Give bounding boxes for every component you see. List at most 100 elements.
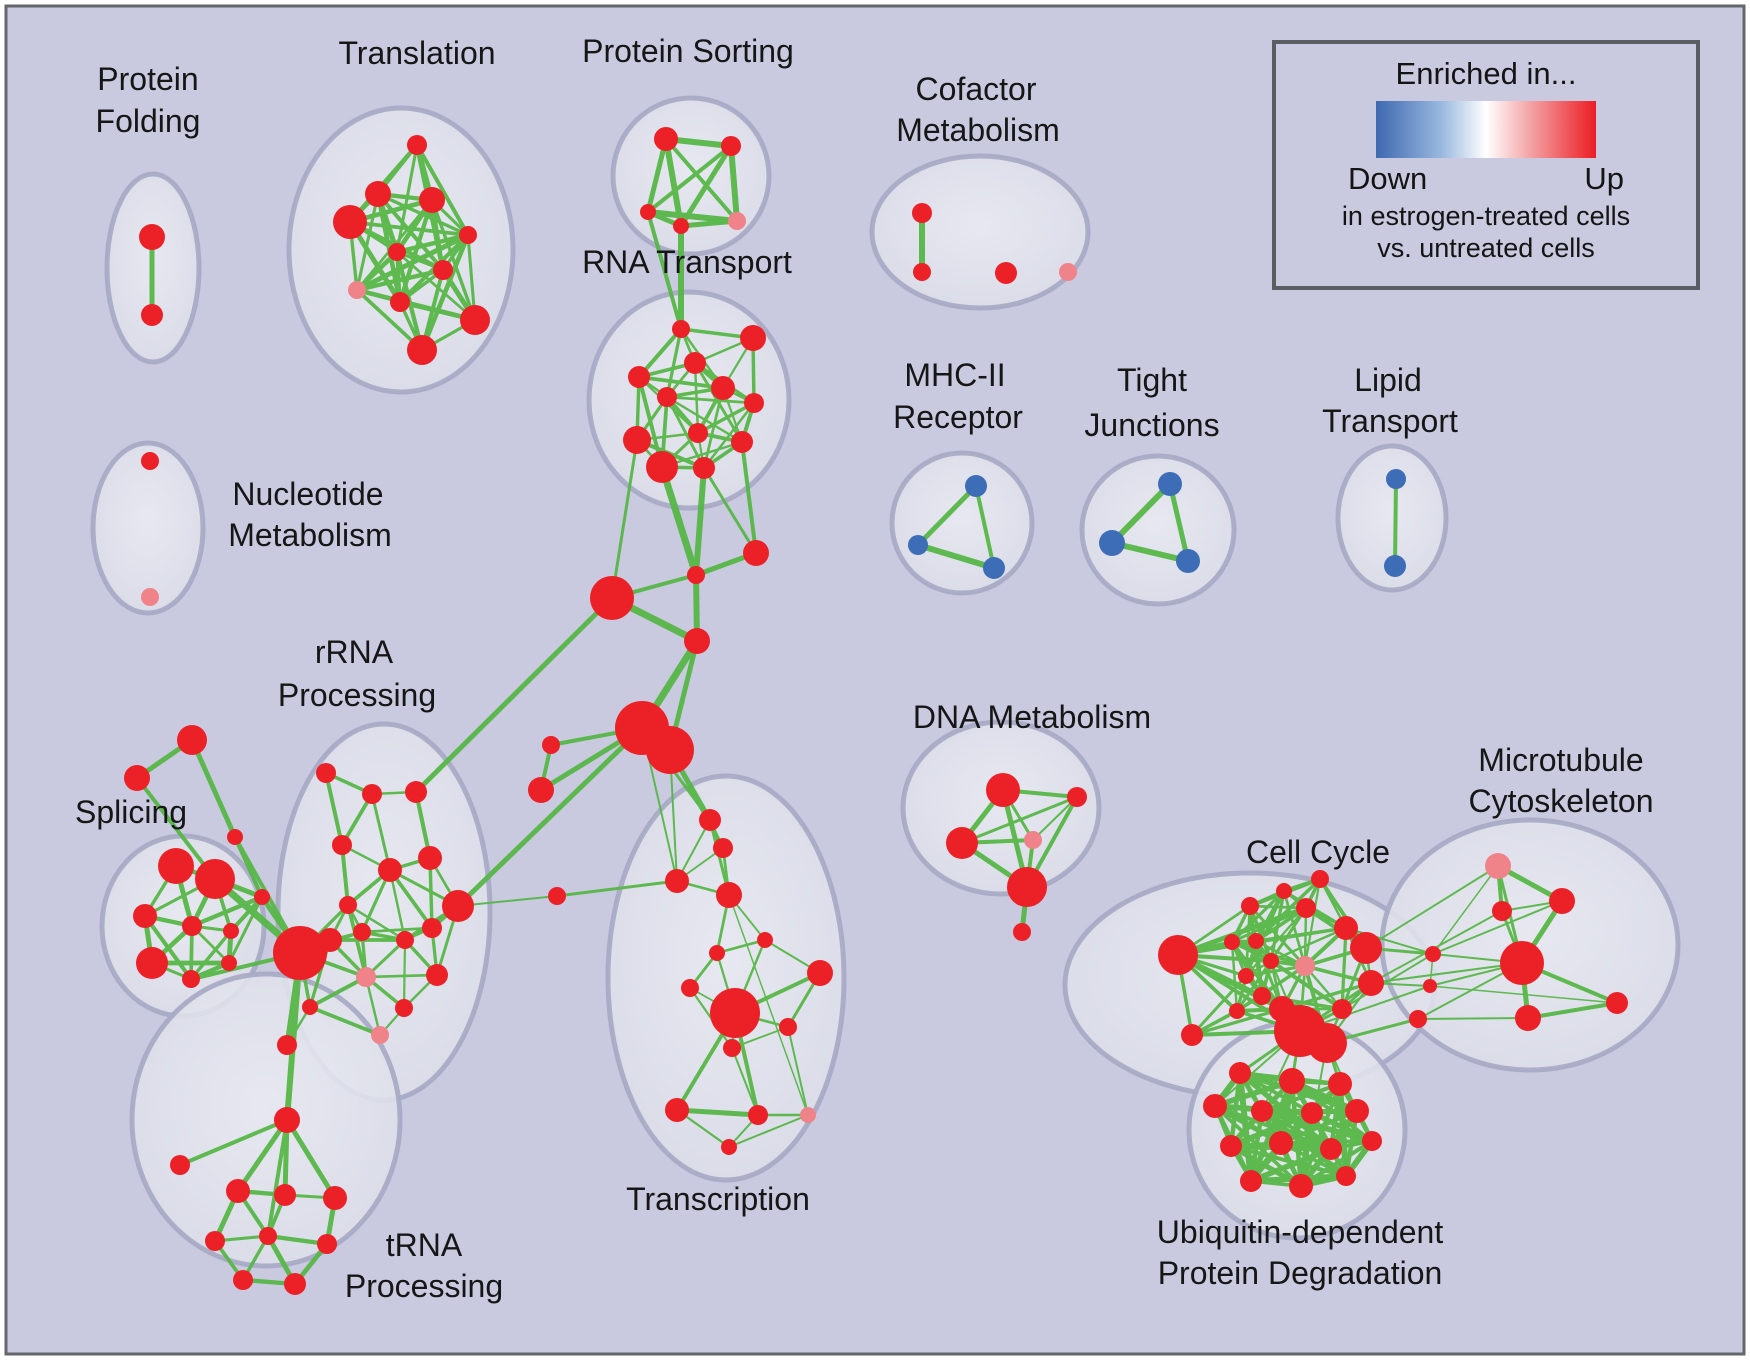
network-edge bbox=[974, 484, 996, 570]
cluster-label-trna-processing: Processing bbox=[345, 1268, 503, 1304]
network-node bbox=[728, 212, 746, 230]
network-node bbox=[1549, 888, 1575, 914]
network-edge bbox=[1167, 481, 1191, 564]
network-node bbox=[986, 773, 1020, 807]
network-edge bbox=[308, 975, 368, 1009]
network-node bbox=[1296, 898, 1316, 918]
network-node bbox=[995, 262, 1017, 284]
network-node bbox=[1295, 956, 1315, 976]
network-node bbox=[688, 423, 708, 443]
network-node bbox=[182, 916, 202, 936]
network-node bbox=[1248, 933, 1264, 949]
network-node bbox=[1362, 1131, 1382, 1151]
network-node bbox=[744, 393, 764, 413]
network-node bbox=[1500, 941, 1544, 985]
network-edge bbox=[178, 1118, 289, 1167]
cluster-labels: Protein Folding Translation Protein Sorting… bbox=[75, 33, 1654, 1304]
network-edge bbox=[455, 725, 645, 909]
network-node bbox=[422, 918, 442, 938]
network-node bbox=[646, 451, 678, 483]
network-edge bbox=[1228, 1110, 1315, 1149]
network-node bbox=[339, 896, 357, 914]
network-node bbox=[710, 988, 760, 1038]
network-edge bbox=[702, 386, 725, 470]
network-node bbox=[1289, 1174, 1313, 1198]
legend-caption-line2: vs. untreated cells bbox=[1377, 232, 1595, 263]
network-edge bbox=[1282, 889, 1307, 968]
network-node bbox=[426, 964, 448, 986]
network-node bbox=[378, 858, 402, 882]
network-edge bbox=[402, 938, 407, 1010]
network-node bbox=[1203, 1094, 1227, 1118]
legend-caption: in estrogen-treated cells vs. untreated … bbox=[1342, 201, 1630, 265]
cluster-label-dna-metabolism: DNA Metabolism bbox=[913, 699, 1151, 735]
cluster-label-splicing: Splicing bbox=[75, 794, 187, 830]
network-node bbox=[1224, 934, 1240, 950]
network-edge bbox=[394, 232, 471, 255]
network-edge bbox=[1190, 974, 1248, 1037]
network-node bbox=[687, 566, 705, 584]
network-node bbox=[1423, 979, 1437, 993]
network-node bbox=[273, 926, 327, 980]
network-edge bbox=[728, 894, 809, 1116]
network-edge bbox=[730, 1046, 760, 1117]
network-node bbox=[182, 970, 200, 988]
network-edge bbox=[664, 137, 739, 223]
network-node bbox=[316, 763, 336, 783]
network-node bbox=[1276, 883, 1292, 899]
network-edge bbox=[346, 903, 407, 942]
network-edge bbox=[370, 792, 392, 872]
network-node bbox=[654, 127, 678, 151]
cluster-ellipse-lipid-transport bbox=[1335, 443, 1449, 593]
network-node bbox=[1334, 916, 1358, 940]
network-edge bbox=[284, 950, 303, 1123]
network-edge bbox=[1417, 1017, 1529, 1020]
network-edge bbox=[960, 795, 1079, 845]
network-node bbox=[405, 781, 427, 803]
network-node bbox=[1409, 1010, 1427, 1028]
network-node bbox=[1059, 263, 1077, 281]
cluster-label-tight-junctions: Junctions bbox=[1084, 407, 1219, 443]
network-node bbox=[419, 187, 445, 213]
network-edge bbox=[728, 143, 740, 224]
network-edge bbox=[1254, 926, 1348, 943]
network-node bbox=[1485, 853, 1511, 879]
legend-up-label: Up bbox=[1584, 161, 1624, 196]
network-node bbox=[673, 218, 689, 234]
network-node bbox=[646, 726, 694, 774]
network-edge bbox=[637, 375, 725, 390]
network-node bbox=[274, 1107, 300, 1133]
network-node bbox=[681, 979, 699, 997]
network-node bbox=[1240, 1170, 1262, 1192]
network-edge bbox=[702, 466, 758, 555]
network-node bbox=[1515, 1005, 1541, 1031]
network-edge bbox=[1230, 940, 1284, 1011]
network-node bbox=[779, 1018, 797, 1036]
network-edge bbox=[1370, 962, 1523, 984]
network-node bbox=[1241, 897, 1259, 915]
network-node bbox=[1301, 1102, 1323, 1124]
network-edge bbox=[663, 136, 684, 229]
network-node bbox=[721, 136, 741, 156]
network-edge bbox=[1345, 927, 1434, 955]
network-node bbox=[912, 203, 932, 223]
network-edge bbox=[1230, 906, 1308, 944]
network-node bbox=[388, 243, 406, 261]
network-node bbox=[1328, 1072, 1352, 1096]
network-node bbox=[743, 540, 769, 566]
network-node bbox=[177, 725, 207, 755]
cluster-ellipses bbox=[90, 95, 1681, 1269]
network-node bbox=[1386, 469, 1406, 489]
network-edge bbox=[1340, 926, 1348, 1011]
network-edge bbox=[1278, 1108, 1360, 1146]
network-node bbox=[259, 1227, 277, 1245]
network-edge bbox=[1298, 1081, 1343, 1189]
network-node bbox=[170, 1155, 190, 1175]
network-edge bbox=[364, 973, 439, 979]
network-edge bbox=[1429, 985, 1618, 1004]
network-node bbox=[1007, 867, 1047, 907]
network-node bbox=[205, 1231, 225, 1251]
network-node bbox=[800, 1107, 816, 1123]
network-edge bbox=[915, 483, 979, 548]
